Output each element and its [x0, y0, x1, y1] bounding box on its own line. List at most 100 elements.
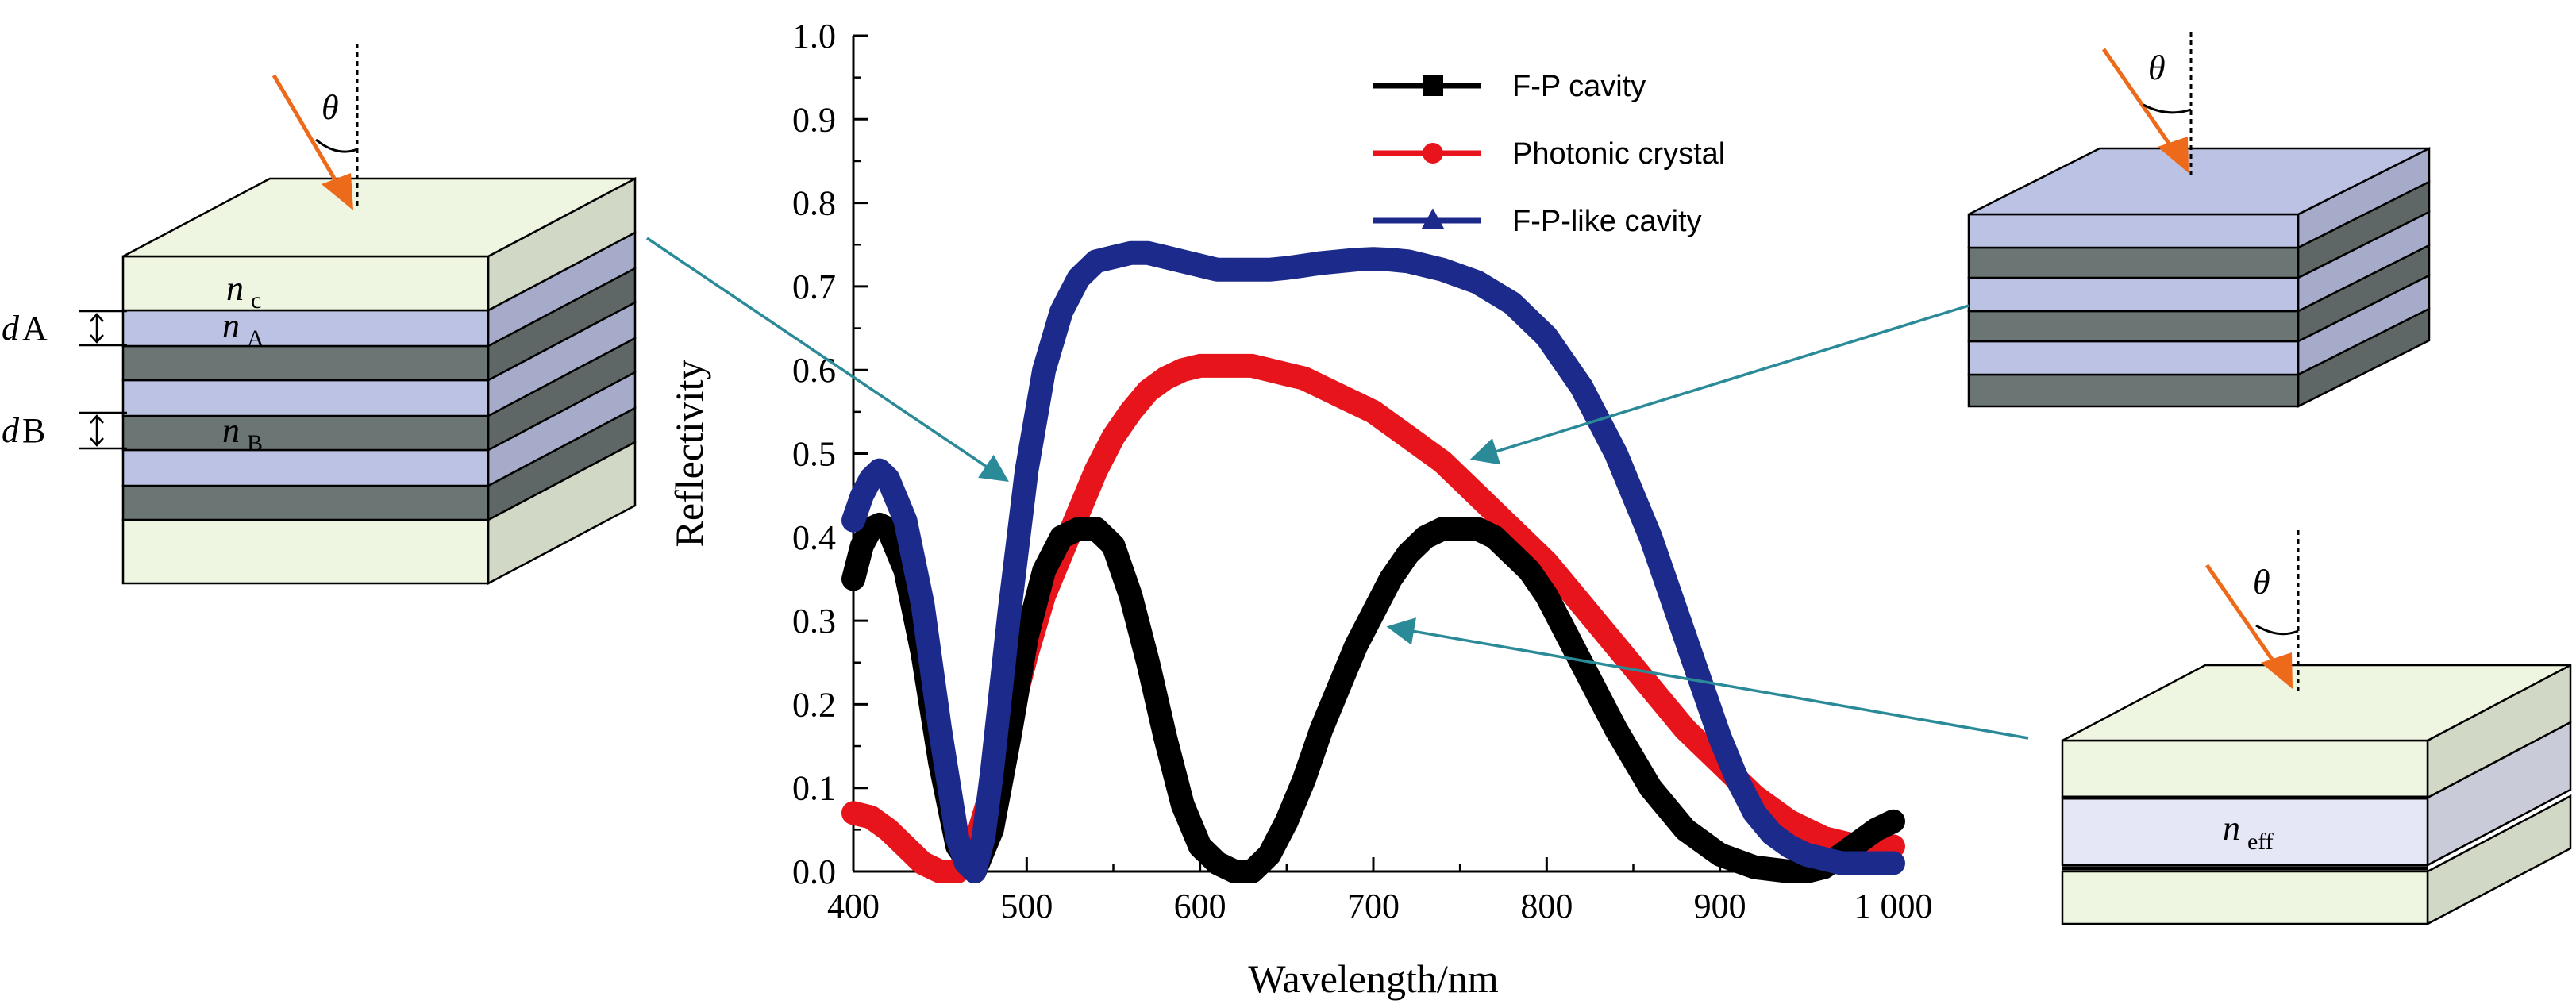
data-point: [1348, 251, 1365, 266]
data-point: [1798, 846, 1815, 861]
legend-item: F-P cavity: [1373, 70, 1646, 103]
left-layer-front-2: [121, 344, 490, 382]
data-point: [1018, 461, 1035, 476]
data-point: [871, 461, 888, 476]
data-point: [1885, 854, 1901, 869]
data-point: [1418, 529, 1433, 544]
data-point: [1296, 772, 1311, 787]
left-theta-label: θ: [322, 88, 339, 127]
data-point: [897, 511, 914, 526]
data-point: [1296, 371, 1311, 386]
svg-text:c: c: [251, 287, 261, 314]
data-point: [846, 806, 861, 821]
y-tick-label: 0.6: [792, 351, 836, 390]
data-point: [1851, 835, 1866, 850]
data-point: [958, 854, 974, 869]
data-point: [1573, 378, 1589, 393]
data-point: [1729, 771, 1746, 786]
left-layer-front-4: [121, 414, 490, 452]
x-axis-title: Wavelength/nm: [1248, 956, 1498, 1001]
legend-item: F-P-like cavity: [1373, 205, 1702, 238]
left-layer-front-1: [121, 309, 490, 348]
svg-text:n: n: [226, 269, 244, 308]
data-point: [1106, 429, 1121, 444]
data-point: [1781, 837, 1797, 852]
data-point: [1123, 404, 1138, 419]
data-point: [1141, 383, 1156, 398]
data-point: [1157, 248, 1173, 264]
top-right-layer-front-0: [1967, 213, 2300, 249]
bottom-right-layer-front-1: [2061, 796, 2429, 867]
data-point: [1054, 529, 1069, 544]
data-point: [933, 864, 948, 879]
data-point: [845, 511, 861, 526]
data-point: [1123, 588, 1138, 603]
data-point: [984, 762, 1000, 777]
data-point: [1850, 854, 1867, 869]
data-point: [932, 721, 949, 736]
y-tick-label: 0.1: [792, 769, 836, 808]
data-point: [1539, 555, 1554, 570]
y-tick-label: 0.0: [792, 852, 836, 891]
chart-axes: 0.0 0.1 0.2 0.3 0.4 0.5 0.6 0.7 0.8 0.9 1.0 400 500 6…: [792, 17, 1933, 925]
x-tick-label: 800: [1520, 887, 1573, 925]
data-point: [1782, 814, 1796, 829]
left-layer-front-7: [121, 518, 490, 585]
data-point: [1869, 822, 1884, 837]
svg-text:n: n: [2223, 809, 2240, 848]
y-tick-label: 0.7: [792, 267, 836, 306]
data-point: [1088, 521, 1103, 537]
y-tick-label: 0.3: [792, 602, 836, 641]
top-right-stack-diagram: θ: [1967, 32, 2431, 409]
data-point: [1227, 358, 1242, 373]
svg-text:A: A: [22, 309, 48, 348]
data-point: [1868, 854, 1885, 869]
data-point: [1470, 488, 1484, 503]
data-point: [1175, 363, 1190, 378]
data-point: [1677, 629, 1693, 644]
data-point: [949, 829, 965, 844]
data-point: [1660, 579, 1677, 594]
bottom-right-neff-label: n eff: [2223, 809, 2274, 855]
left-nA-label: n A: [222, 306, 264, 352]
data-point: [880, 521, 895, 537]
top-right-layer-front-1: [1967, 246, 2300, 279]
data-point: [1071, 505, 1086, 520]
data-point: [854, 487, 870, 502]
svg-text:d: d: [2, 411, 20, 450]
data-point: [1071, 521, 1086, 537]
top-right-stack-layers: [1967, 146, 2431, 409]
data-point: [854, 538, 869, 553]
data-point: [1435, 455, 1450, 470]
legend-marker: [1421, 208, 1445, 229]
data-point: [1504, 521, 1519, 537]
legend-marker: [1423, 75, 1443, 96]
top-right-layer-front-2: [1967, 276, 2300, 313]
data-point: [1366, 404, 1380, 419]
y-tick-label: 0.5: [792, 435, 836, 474]
y-axis-title: Reflectivity: [667, 360, 711, 547]
data-point: [1643, 680, 1658, 695]
data-point: [1678, 721, 1692, 737]
data-point: [1435, 521, 1450, 537]
data-point: [1192, 256, 1208, 271]
data-point: [1400, 252, 1416, 267]
x-tick-label: 600: [1174, 887, 1226, 925]
data-point: [1469, 273, 1485, 288]
data-point: [1261, 261, 1277, 276]
data-point: [1487, 529, 1502, 544]
data-point: [1070, 269, 1087, 284]
svg-text:B: B: [247, 430, 263, 456]
pointer-arrow-fp-like-cavity: [1469, 304, 1970, 465]
data-point: [1383, 571, 1398, 587]
pointer-arrow-fp-cavity: [1386, 617, 2029, 740]
data-point: [1886, 814, 1900, 829]
data-point: [1366, 605, 1380, 620]
data-point: [1382, 251, 1399, 266]
data-point: [1245, 864, 1260, 879]
data-point: [1453, 521, 1468, 537]
left-stack-layers: [121, 176, 637, 586]
pointer-arrow-photonic-crystal: [646, 237, 1009, 482]
chart-legend: F-P cavity Photonic crystal F-P-like cavit…: [1373, 70, 1725, 238]
legend-label: F-P-like cavity: [1512, 205, 1702, 238]
